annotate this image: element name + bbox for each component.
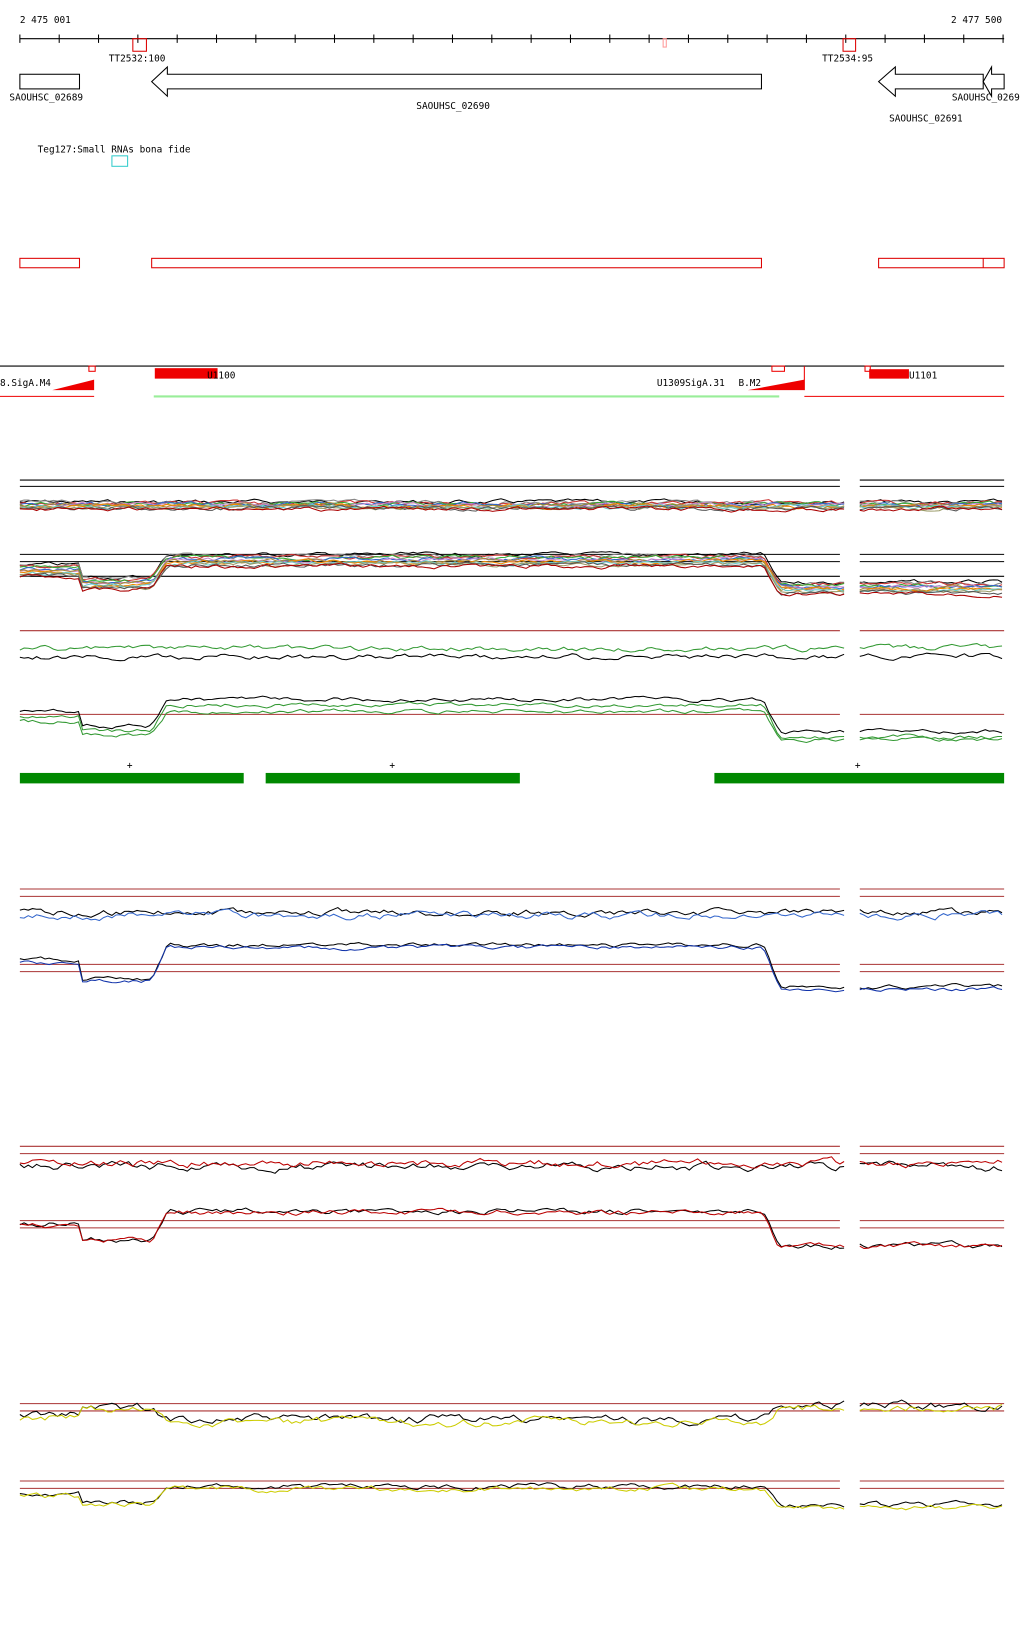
profile [859,503,1003,510]
strand-track: + + + [19,761,1005,784]
terminator [842,38,857,52]
profile [19,908,845,922]
gene-label: SAOUHSC_02690 [416,101,490,112]
profile [19,560,845,592]
profile [859,1241,1003,1249]
expression-tracks [19,479,1005,1511]
profile [19,644,845,653]
terminator-label: TT2534:95 [822,54,873,65]
profile [19,1404,845,1429]
terminator [132,38,147,52]
srna [111,155,129,167]
promoter-label: U1309 [657,378,686,389]
terminator-label: TT2532:100 [109,54,166,65]
gene-label: SAOUHSC_02691 [889,113,963,124]
promoter-label: 8.SigA.M4 [0,378,51,389]
ruler-end: 2 477 500 [951,15,1002,26]
cds-track [19,257,1005,269]
profile [859,584,1003,591]
profile [859,736,1003,742]
ruler-start: 2 475 001 [20,15,71,26]
profile [859,1503,1003,1511]
profile [19,1400,845,1427]
promoter-label: SigA.31 [685,378,725,389]
profile [19,1482,845,1508]
profile [19,1160,845,1174]
profile [859,587,1003,593]
promoter-label: U1100 [207,371,236,382]
gene-label: SAOUHSC_02689 [9,92,83,103]
strand-mark: + [127,761,133,772]
profile [19,554,845,587]
profile [19,944,845,993]
promoter-label: B.M2 [738,378,761,389]
profile [859,505,1003,512]
profile [859,910,1003,921]
profile [859,591,1003,599]
profile [19,695,845,735]
gene [150,65,762,98]
profile [859,907,1003,916]
profile [19,1207,845,1248]
promoters: 8.SigA.M4 U1100 U1309 SigA.31 B.M2 U1101 [0,365,1005,398]
profile [19,653,845,662]
strand-mark: + [855,761,861,772]
srna-label: Teg127:Small RNAs bona fide [38,145,191,156]
profile [19,553,845,587]
profile [859,580,1003,587]
profile [859,1399,1003,1412]
profile [19,906,845,918]
profile [19,701,845,740]
terminator [662,38,667,48]
gene [982,64,1005,99]
profile [19,707,845,744]
profile [859,727,1003,735]
ruler-ticks [19,34,1004,43]
profile [19,562,845,597]
profile [19,1482,845,1510]
profile [19,502,845,511]
profile [859,1160,1003,1172]
gene-label: SAOUHSC_0269 [952,92,1020,103]
profile [859,1159,1003,1169]
profile [859,584,1003,589]
profile [19,505,845,513]
profile [859,505,1003,512]
profile [859,589,1003,596]
profile [859,643,1003,651]
profile [859,1403,1003,1413]
profile [859,652,1003,661]
profile [19,1156,845,1169]
profile [859,498,1003,504]
gene [877,65,984,98]
gene [19,73,81,90]
promoter-label: U1101 [909,371,938,382]
profile [859,986,1003,992]
ruler: 2 475 001 2 477 500 [19,15,1005,43]
profile [859,982,1003,990]
strand-mark: + [389,761,395,772]
